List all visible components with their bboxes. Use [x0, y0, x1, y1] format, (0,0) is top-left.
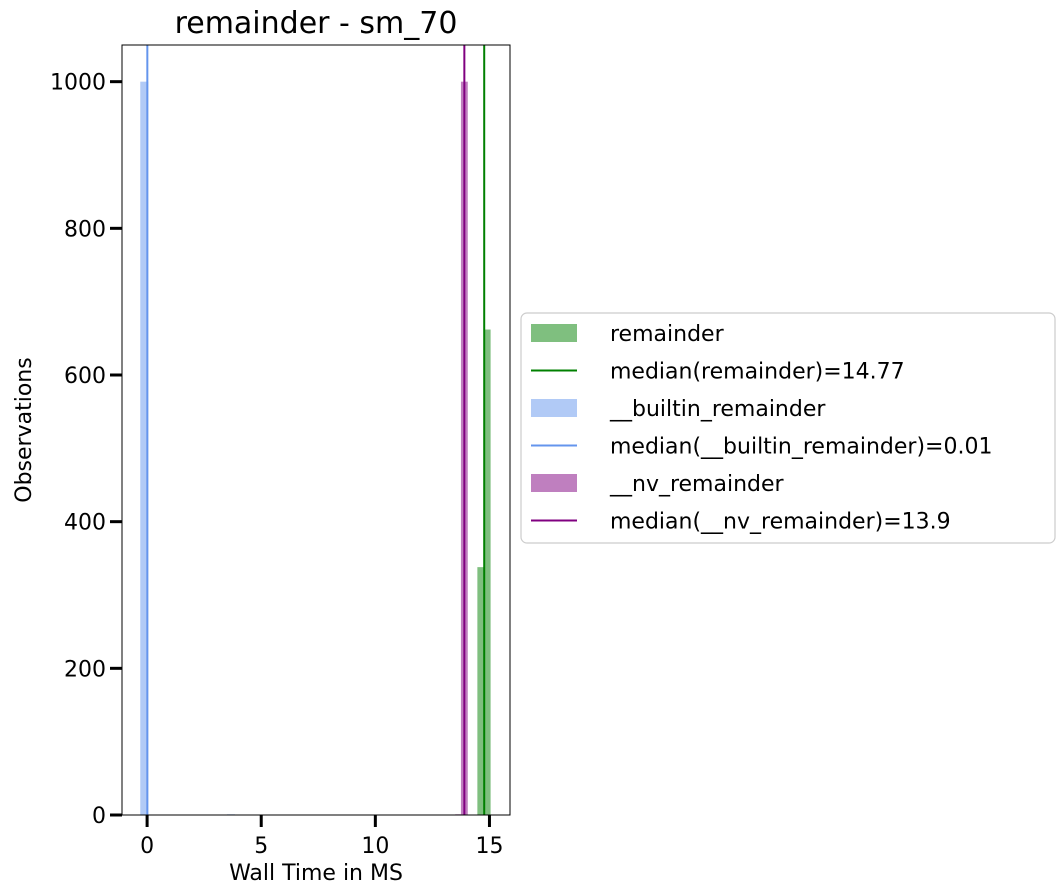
x-axis: 0 5 10 15 — [140, 815, 503, 859]
x-tick-label: 15 — [475, 834, 503, 859]
bar-remainder-1 — [484, 329, 491, 815]
x-tick-label: 0 — [140, 834, 154, 859]
y-tick-label: 600 — [64, 364, 106, 389]
legend-label-nv-remainder: __nv_remainder — [609, 472, 785, 497]
chart-title: remainder - sm_70 — [175, 6, 458, 41]
x-axis-label: Wall Time in MS — [229, 861, 403, 886]
x-tick-label: 10 — [361, 834, 389, 859]
legend-label-median-nv-remainder-13-9: median(__nv_remainder)=13.9 — [610, 510, 951, 535]
legend-label-median-builtin-remainder-0-01: median(__builtin_remainder)=0.01 — [610, 435, 992, 460]
legend-label-remainder: remainder — [610, 322, 725, 347]
y-tick-label: 0 — [92, 804, 106, 829]
legend-swatch-builtin-remainder — [531, 399, 577, 417]
y-tick-label: 200 — [64, 657, 106, 682]
axes-frame — [121, 44, 511, 816]
legend-swatch-remainder — [531, 324, 577, 342]
legend-box — [520, 312, 1056, 544]
y-tick-label: 400 — [64, 511, 106, 536]
y-axis-label: Observations — [12, 357, 37, 502]
y-tick-label: 800 — [64, 217, 106, 242]
x-tick-label: 5 — [254, 834, 268, 859]
y-tick-label: 1000 — [50, 71, 106, 96]
plot-area — [140, 45, 491, 816]
legend-label-builtin-remainder: __builtin_remainder — [609, 397, 826, 422]
legend-label-median-remainder-14-77: median(remainder)=14.77 — [610, 360, 905, 385]
bar-remainder-0 — [477, 567, 485, 815]
bar-builtin-remainder-0 — [140, 81, 149, 815]
legend-swatch-nv-remainder — [531, 474, 577, 492]
legend: remainder median(remainder)=14.77 __builti… — [520, 312, 1056, 544]
y-axis: 0 200 400 600 800 1000 — [50, 71, 122, 829]
